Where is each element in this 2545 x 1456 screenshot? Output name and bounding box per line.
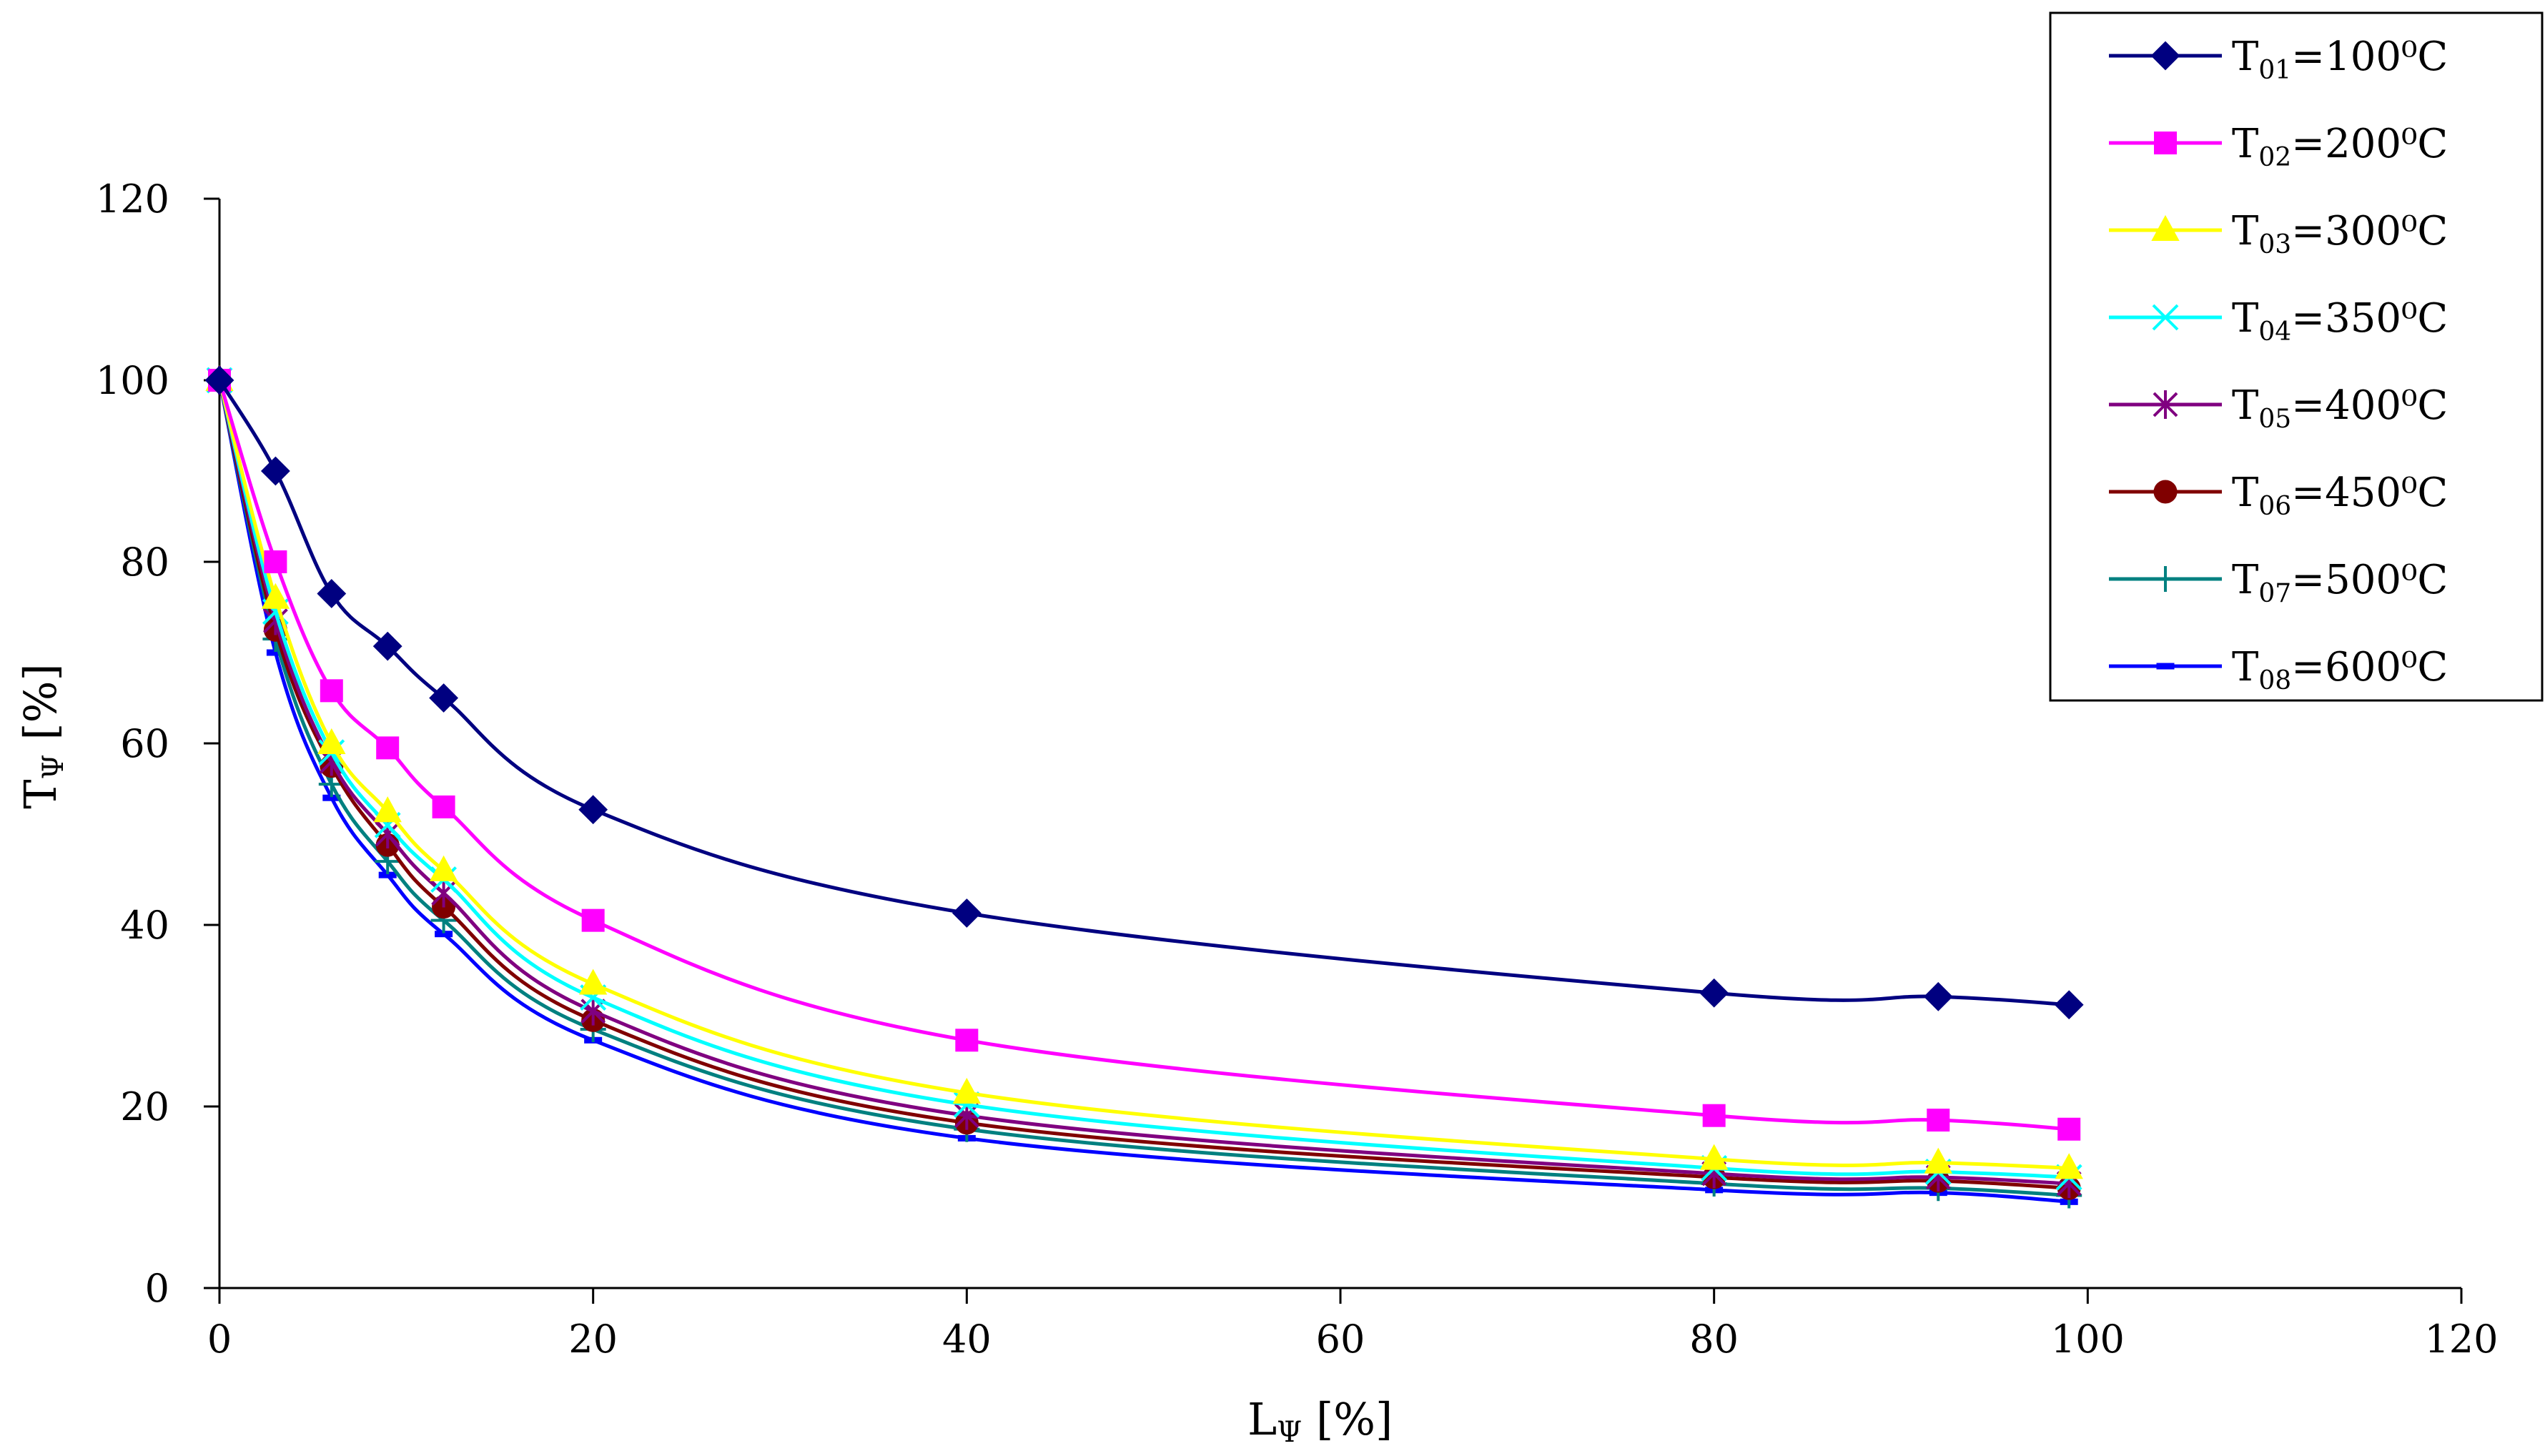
y-tick-label: 80 [120, 540, 169, 585]
plot-area [204, 365, 2084, 1209]
legend-label: T01=100⁰C [2232, 34, 2448, 85]
legend-label: T05=400⁰C [2232, 382, 2448, 434]
y-tick-label: 40 [120, 903, 169, 948]
data-point-marker [260, 456, 290, 486]
x-tick-label: 60 [1316, 1317, 1365, 1362]
data-point-marker [955, 1029, 979, 1052]
data-point-marker [1924, 1147, 1952, 1174]
legend-entry-8: T08=600⁰C [2109, 644, 2448, 695]
series-line-8 [217, 380, 2070, 1204]
data-point-marker [204, 365, 234, 395]
data-point-marker [1923, 981, 1953, 1011]
data-point-marker [578, 795, 608, 825]
data-point-marker [952, 1077, 982, 1104]
data-point-marker [1699, 978, 1729, 1008]
data-point-marker [264, 550, 287, 573]
x-tick-label: 40 [942, 1317, 992, 1362]
data-point-marker [1927, 1109, 1950, 1132]
data-point-marker [1699, 1144, 1729, 1170]
y-tick-label: 60 [120, 721, 169, 766]
legend-marker [2153, 480, 2178, 504]
data-point-marker [1702, 1104, 1726, 1127]
data-point-marker [431, 878, 457, 908]
legend-entry-6: T06=450⁰C [2109, 470, 2448, 521]
x-tick-label: 0 [207, 1317, 232, 1362]
series-2 [208, 369, 2081, 1141]
legend-label: T03=300⁰C [2232, 208, 2448, 259]
data-point-marker [373, 796, 402, 823]
x-tick-label: 120 [2424, 1317, 2498, 1362]
series-line-6 [217, 380, 2070, 1190]
series-8 [210, 377, 2078, 1205]
legend-entry-5: T05=400⁰C [2109, 382, 2448, 434]
x-axis-title: LΨ [%] [1247, 1393, 1393, 1449]
x-tick-label: 100 [2051, 1317, 2125, 1362]
data-point-marker [317, 728, 346, 754]
legend-label: T02=200⁰C [2232, 121, 2448, 172]
legend-label: T06=450⁰C [2232, 470, 2448, 521]
legend-label: T04=350⁰C [2232, 295, 2448, 347]
data-point-marker [261, 583, 290, 609]
legend-marker [2154, 132, 2177, 154]
data-point-marker [432, 795, 455, 818]
data-point-marker [429, 683, 459, 713]
data-point-marker [2054, 990, 2084, 1020]
legend: T01=100⁰C T02=200⁰C T03=300⁰C T04=350⁰C T05=… [2049, 11, 2544, 702]
legend-marker [2156, 663, 2175, 670]
y-tick-label: 0 [145, 1266, 169, 1311]
legend-label: T08=600⁰C [2232, 644, 2448, 695]
data-point-marker [578, 969, 608, 995]
legend-marker [2152, 304, 2179, 331]
legend-box [2049, 11, 2544, 702]
legend-entry-2: T02=200⁰C [2109, 121, 2448, 172]
series-5 [207, 366, 2082, 1198]
y-axis-title: TΨ [%] [14, 663, 70, 808]
axes: 0 20 40 60 80 100 120 0 20 40 60 80 100 120 LΨ [%] TΨ [… [14, 177, 2499, 1449]
y-tick-label: 100 [96, 358, 169, 403]
series-1 [204, 365, 2084, 1020]
series-line-1 [217, 379, 2070, 1007]
legend-entry-4: T04=350⁰C [2109, 295, 2448, 347]
data-point-marker [372, 631, 402, 661]
series-6 [207, 368, 2081, 1200]
data-point-marker [2057, 1117, 2081, 1141]
data-point-marker [317, 579, 347, 608]
series-7 [207, 367, 2082, 1209]
x-tick-label: 20 [568, 1317, 618, 1362]
legend-entry-7: T07=500⁰C [2109, 557, 2448, 608]
series-line-7 [217, 380, 2070, 1197]
legend-marker [2150, 41, 2180, 71]
data-point-marker [581, 908, 605, 932]
y-tick-label: 20 [120, 1084, 169, 1129]
series-line-4 [217, 380, 2070, 1179]
series-3 [205, 365, 2083, 1179]
x-tick-label: 80 [1689, 1317, 1739, 1362]
legend-entry-3: T03=300⁰C [2109, 208, 2448, 259]
series-line-5 [217, 380, 2070, 1186]
legend-label: T07=500⁰C [2232, 557, 2448, 608]
legend-marker [2151, 214, 2180, 241]
legend-entry-1: T01=100⁰C [2109, 34, 2448, 85]
data-point-marker [376, 736, 400, 760]
data-point-marker [2055, 1153, 2083, 1179]
legend-marker [2153, 566, 2178, 592]
legend-marker [2153, 390, 2178, 419]
data-point-marker [320, 679, 343, 703]
y-tick-label: 120 [96, 177, 169, 222]
series-line-2 [217, 380, 2070, 1131]
data-point-marker [952, 898, 982, 928]
data-point-marker [429, 855, 458, 881]
series-line-3 [217, 380, 2070, 1170]
